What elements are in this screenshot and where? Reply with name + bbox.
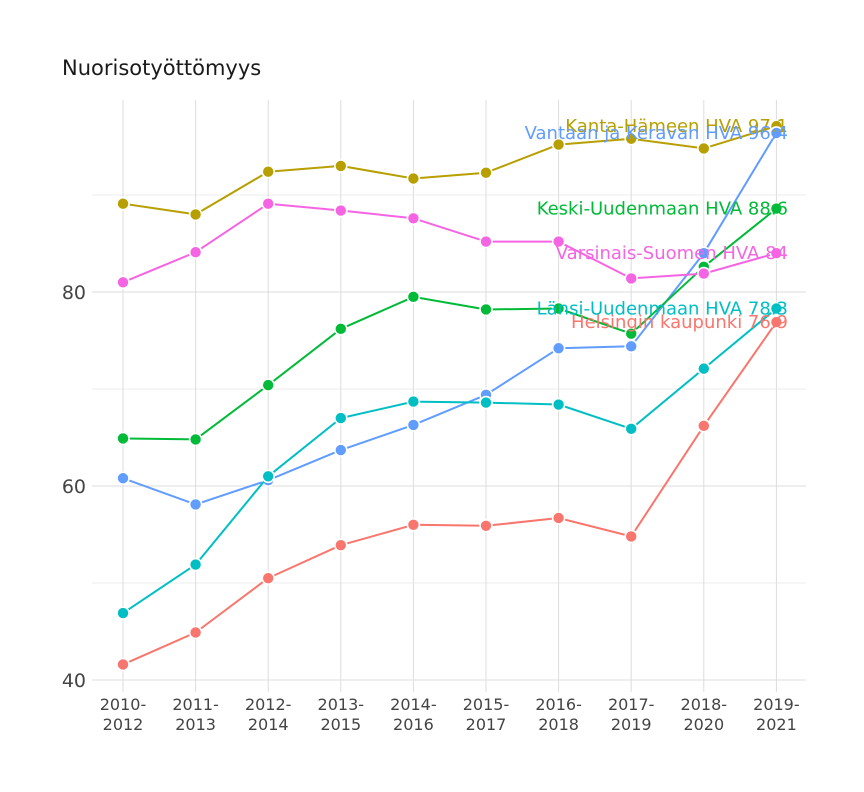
data-point — [116, 196, 130, 211]
data-point — [116, 275, 130, 290]
x-tick-label: 2015-2017 — [463, 695, 510, 734]
series-line — [122, 125, 777, 216]
data-point — [624, 326, 639, 341]
y-tick-label: 60 — [62, 476, 86, 498]
data-point — [261, 469, 276, 484]
chart-title: Nuorisotyöttömyys — [62, 56, 262, 80]
data-point — [261, 164, 276, 179]
data-point — [769, 201, 784, 216]
data-point — [696, 246, 711, 260]
series-0 — [116, 119, 784, 222]
x-tick-label: 2016-2018 — [535, 695, 582, 734]
data-point — [624, 339, 639, 354]
data-point — [333, 411, 348, 425]
data-point — [551, 341, 566, 356]
series-group — [116, 119, 784, 672]
data-point — [551, 137, 566, 152]
series-end-label: Varsinais-Suomen HVA 84 — [556, 243, 788, 264]
x-tick-label: 2014-2016 — [390, 695, 437, 734]
y-tick-label: 40 — [62, 670, 86, 692]
data-point — [551, 234, 566, 249]
data-point — [624, 131, 639, 146]
series-end-label: Vantaan ja Keravan HVA 96.4 — [525, 123, 788, 144]
data-point — [769, 126, 784, 140]
x-tick-label: 2012-2014 — [245, 695, 292, 734]
data-point — [333, 538, 348, 552]
axis-labels: 40 60 80 2010-2012 2011-2013 2012-2014 2013-20… — [62, 282, 800, 734]
data-point — [551, 511, 566, 525]
y-tick-label: 80 — [62, 282, 86, 304]
data-point — [624, 271, 639, 286]
data-point — [406, 418, 421, 432]
series-end-label: Länsi-Uudenmaan HVA 78.3 — [537, 298, 788, 319]
series-line — [122, 202, 777, 284]
data-point — [188, 625, 203, 640]
data-point — [188, 497, 203, 512]
data-point — [624, 421, 639, 436]
x-tick-label: 2019-2021 — [753, 695, 800, 734]
data-point — [261, 196, 276, 211]
data-point — [188, 432, 203, 447]
x-tick-label: 2018-2020 — [681, 695, 728, 734]
data-point — [188, 557, 203, 572]
x-tick-label: 2013-2015 — [318, 695, 365, 734]
series-end-label: Helsingin kaupunki 76.9 — [571, 312, 788, 333]
x-tick-label: 2010-2012 — [100, 695, 147, 734]
data-point — [188, 207, 203, 222]
data-point — [479, 302, 493, 317]
data-point — [479, 518, 493, 533]
series-5 — [116, 315, 784, 672]
grid — [92, 100, 806, 692]
data-point — [479, 165, 493, 180]
data-point — [769, 301, 784, 316]
data-point — [188, 245, 203, 260]
data-point — [479, 395, 493, 410]
data-point — [116, 657, 130, 672]
x-tick-label: 2017-2019 — [608, 695, 655, 734]
series-line — [122, 321, 778, 666]
data-point — [406, 211, 421, 226]
data-point — [406, 517, 421, 532]
series-4 — [116, 301, 784, 620]
x-tick-label: 2011-2013 — [172, 695, 219, 734]
data-point — [479, 234, 493, 249]
data-point — [696, 361, 711, 376]
data-point — [333, 322, 348, 336]
data-point — [696, 266, 711, 281]
data-point — [333, 443, 348, 457]
series-2 — [116, 201, 784, 447]
data-point — [769, 315, 784, 329]
data-point — [116, 471, 130, 486]
data-point — [769, 246, 784, 260]
data-point — [696, 141, 711, 156]
series-line — [122, 307, 778, 614]
data-point — [333, 203, 348, 218]
data-point — [406, 290, 421, 304]
data-point — [551, 301, 566, 316]
data-point — [696, 419, 711, 433]
data-point — [261, 571, 276, 585]
data-point — [116, 606, 130, 620]
series-end-label: Kanta-Hämeen HVA 97.1 — [565, 116, 788, 137]
series-line — [122, 207, 778, 441]
data-point — [406, 394, 421, 409]
data-point — [551, 397, 566, 412]
data-point — [406, 171, 421, 186]
series-end-label: Keski-Uudenmaan HVA 88.6 — [537, 199, 788, 220]
series-3 — [116, 196, 784, 290]
data-point — [261, 378, 276, 392]
data-point — [624, 529, 639, 544]
data-point — [333, 159, 348, 173]
data-point — [116, 431, 130, 446]
